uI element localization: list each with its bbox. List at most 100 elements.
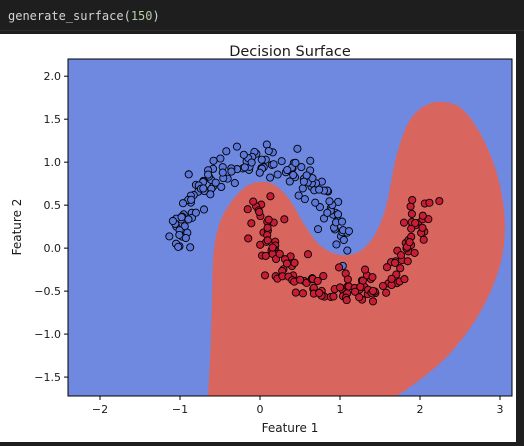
data-point-class1 [360,265,370,274]
code-cell[interactable]: generate_surface(150) [0,0,524,31]
x-tick-label: −2 [92,403,108,416]
data-point-class1 [368,297,378,306]
data-point-class1 [291,288,300,297]
data-point-class0 [199,205,209,214]
data-point-class1 [249,197,258,206]
chart-title: Decision Surface [229,44,351,60]
data-point-class1 [435,196,444,206]
output-scrollbar[interactable] [516,34,524,442]
data-point-class0 [204,170,213,179]
data-point-class1 [303,250,313,259]
data-point-class1 [290,258,299,267]
data-point-class1 [382,288,391,297]
data-point-class1 [407,209,416,218]
data-point-class0 [294,191,303,200]
data-point-class1 [408,195,417,205]
decision-surface-chart: −2 −1 0 1 2 3 −1.5 −1.0 −0.5 0.0 0.5 1.0 1.5 2.0 Dec… [0,34,516,442]
y-tick-label: −1.5 [34,371,61,384]
data-point-class1 [351,287,360,296]
data-point-class0 [269,160,278,169]
data-point-class1 [296,275,305,284]
data-point-class1 [319,271,328,281]
data-point-class0 [247,158,256,167]
data-point-class1 [243,205,252,214]
plot-frame [67,58,513,397]
data-point-class1 [275,249,284,258]
data-point-class0 [240,163,249,172]
data-point-class0 [343,246,352,255]
code-line[interactable]: generate_surface(150) [8,9,160,23]
x-tick-label: −1 [172,403,188,416]
x-tick-label: 0 [257,403,264,416]
data-point-class0 [293,144,302,153]
data-point-class0 [266,173,275,182]
data-point-class0 [227,167,236,176]
x-axis-label: Feature 1 [262,421,319,435]
data-point-class1 [418,211,427,220]
data-point-class0 [178,199,188,208]
data-point-class1 [390,258,400,267]
data-point-class1 [261,251,270,260]
data-point-class0 [174,242,183,251]
data-point-class1 [247,219,256,228]
data-point-class1 [355,293,364,302]
y-tick-label: 1.5 [44,113,62,126]
y-tick-label: 0.0 [44,242,62,255]
y-tick-label: 0.5 [44,199,62,212]
data-point-class1 [368,273,377,282]
data-point-class0 [273,170,282,179]
y-axis-ticks: −1.5 −1.0 −0.5 0.0 0.5 1.0 1.5 2.0 [34,70,68,384]
data-point-class1 [418,223,427,232]
data-point-class0 [311,198,320,207]
data-point-class0 [168,216,177,226]
x-tick-label: 2 [417,403,424,416]
data-point-class0 [175,230,184,239]
data-point-class0 [332,240,341,249]
data-point-class0 [337,217,347,226]
data-point-class0 [285,177,294,186]
data-point-class1 [343,275,352,284]
data-point-class1 [403,257,412,266]
points-layer [165,140,444,306]
data-point-class1 [255,207,264,216]
data-point-class0 [315,185,324,194]
data-point-class0 [333,210,343,219]
data-point-class0 [239,150,248,159]
data-point-class0 [186,243,195,252]
data-point-class1 [260,271,270,280]
data-point-class1 [264,215,273,224]
data-point-class0 [291,158,300,167]
data-point-class1 [263,236,272,245]
data-point-class0 [184,170,193,179]
data-point-class1 [396,251,406,260]
data-point-class1 [244,234,253,243]
data-point-class0 [300,195,309,204]
data-point-class1 [419,235,428,244]
data-point-class1 [280,215,289,224]
data-point-class1 [410,248,419,257]
data-point-class1 [405,238,414,247]
data-point-class1 [263,223,272,232]
data-point-class1 [399,218,409,227]
data-point-class0 [299,177,308,186]
data-point-class0 [277,157,286,166]
y-tick-label: −1.0 [34,328,61,341]
data-point-class0 [297,163,306,172]
code-open-paren: ( [123,9,131,23]
data-point-class1 [266,192,275,201]
data-point-class0 [222,147,231,156]
data-point-class0 [298,184,307,193]
data-point-class0 [289,170,298,180]
data-point-class1 [425,198,434,207]
data-point-class1 [298,289,308,298]
data-point-class1 [342,296,351,305]
data-point-class1 [411,218,420,228]
code-function: generate_surface [8,9,124,23]
cell-output: −2 −1 0 1 2 3 −1.5 −1.0 −0.5 0.0 0.5 1.0 1.5 2.0 Dec… [0,34,516,442]
data-point-class1 [400,275,409,284]
data-point-class1 [336,283,345,292]
data-point-class1 [282,259,291,268]
data-point-class0 [199,184,208,193]
data-point-class1 [313,276,322,285]
data-point-class0 [218,168,227,177]
